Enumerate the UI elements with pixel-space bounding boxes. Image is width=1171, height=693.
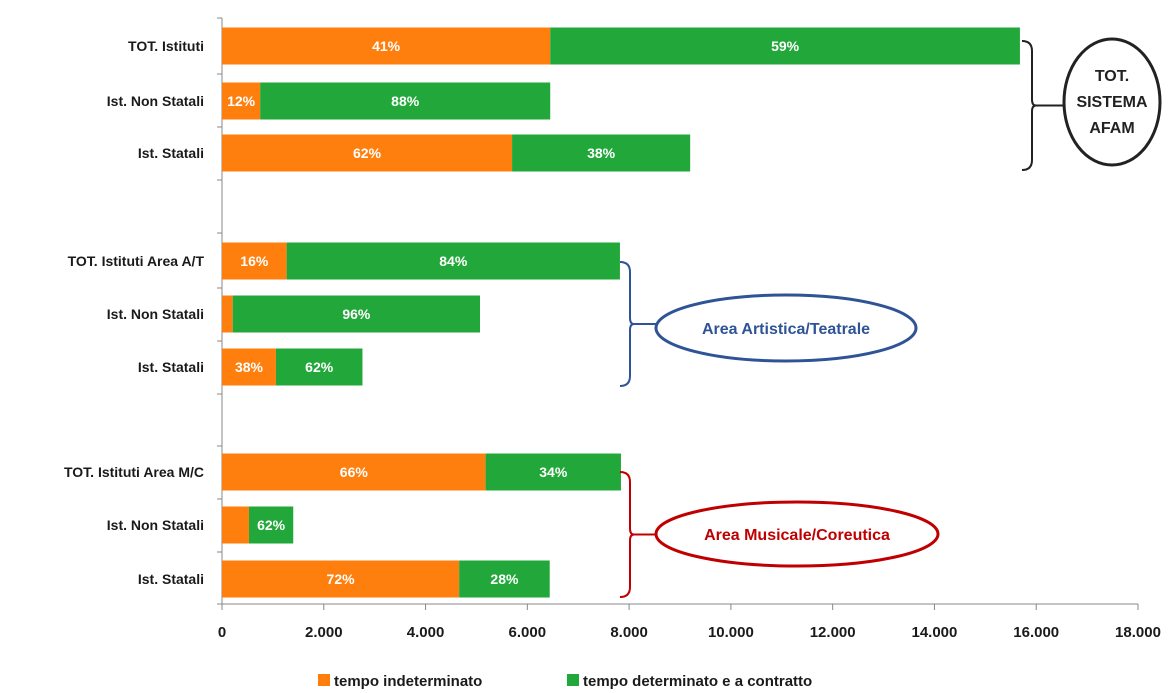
group-label-shape	[654, 500, 940, 568]
bar-segment	[485, 453, 621, 491]
bar-segment	[232, 295, 481, 333]
data-label: 62%	[353, 145, 382, 161]
bar-segment	[550, 27, 1020, 65]
group-label: Area Musicale/Coreutica	[704, 527, 890, 544]
data-label: 96%	[342, 306, 371, 322]
group-label: Area Artistica/Teatrale	[702, 321, 870, 338]
bar-segment	[222, 82, 261, 120]
data-label: 38%	[587, 145, 616, 161]
category-label: Ist. Statali	[138, 145, 204, 161]
data-label: 28%	[490, 571, 519, 587]
data-label: 88%	[391, 93, 420, 109]
data-label: 84%	[439, 253, 468, 269]
category-label: Ist. Non Statali	[107, 93, 204, 109]
group-bracket	[619, 471, 635, 598]
data-label: 62%	[257, 517, 286, 533]
bar-segment	[459, 560, 550, 598]
bar-segment	[248, 506, 294, 544]
group-label: TOT.	[1095, 68, 1129, 85]
group-label-shape	[1062, 37, 1162, 167]
category-label: TOT. Istituti Area A/T	[68, 253, 205, 269]
category-label: TOT. Istituti Area M/C	[64, 464, 204, 480]
bar-segment	[222, 348, 276, 386]
bar-segment	[222, 27, 551, 65]
category-label: TOT. Istituti	[128, 38, 204, 54]
legend-swatch	[318, 674, 330, 686]
bar-segment	[222, 295, 233, 333]
data-label: 66%	[340, 464, 369, 480]
x-tick-label: 16.000	[1013, 624, 1059, 641]
bar-segment	[222, 242, 287, 280]
group-label: SISTEMA	[1076, 94, 1148, 111]
data-label: 59%	[771, 38, 800, 54]
x-tick-label: 6.000	[509, 624, 547, 641]
bar-segment	[222, 134, 513, 172]
group-label-shape	[654, 293, 918, 363]
x-tick-label: 12.000	[810, 624, 856, 641]
group-label: AFAM	[1089, 120, 1134, 137]
data-label: 41%	[372, 38, 401, 54]
data-label: 34%	[539, 464, 568, 480]
bar-segment	[275, 348, 363, 386]
bar-segment	[222, 453, 486, 491]
x-tick-label: 2.000	[305, 624, 343, 641]
data-label: 38%	[235, 359, 264, 375]
x-tick-label: 10.000	[708, 624, 754, 641]
x-tick-label: 4.000	[407, 624, 445, 641]
legend-label: tempo determinato e a contratto	[583, 673, 812, 690]
bar-segment	[286, 242, 620, 280]
group-bracket	[1021, 40, 1037, 171]
data-label: 12%	[227, 93, 256, 109]
category-label: Ist. Non Statali	[107, 517, 204, 533]
data-label: 72%	[327, 571, 356, 587]
group-bracket	[619, 261, 635, 387]
x-tick-label: 18.000	[1115, 624, 1161, 641]
data-label: 16%	[240, 253, 269, 269]
bar-segment	[222, 506, 249, 544]
category-label: Ist. Statali	[138, 571, 204, 587]
x-tick-label: 14.000	[911, 624, 957, 641]
bar-segment	[260, 82, 551, 120]
legend-swatch	[567, 674, 579, 686]
bar-segment	[512, 134, 691, 172]
legend-label: tempo indeterminato	[334, 673, 482, 690]
category-label: Ist. Statali	[138, 359, 204, 375]
data-label: 62%	[305, 359, 334, 375]
x-tick-label: 8.000	[610, 624, 648, 641]
bar-segment	[222, 560, 460, 598]
x-tick-label: 0	[218, 624, 226, 641]
category-label: Ist. Non Statali	[107, 306, 204, 322]
